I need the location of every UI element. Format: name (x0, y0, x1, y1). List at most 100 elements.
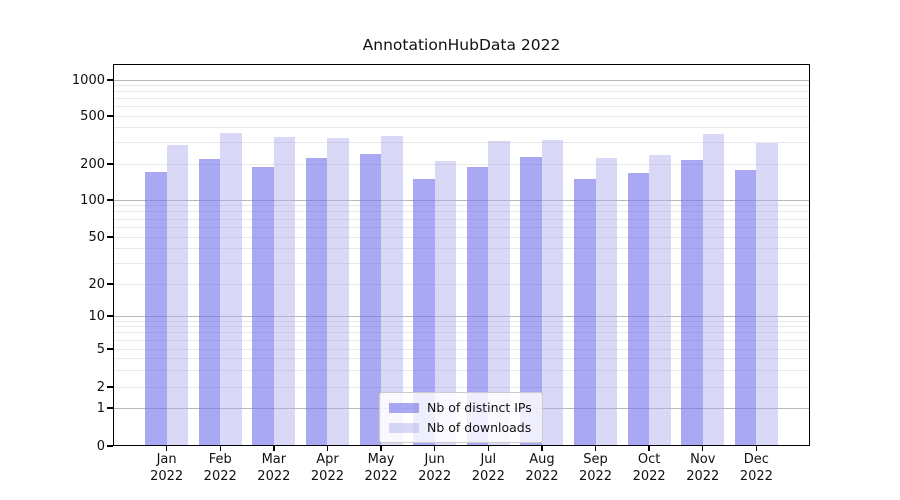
bar-distinct-ips-mar (252, 167, 274, 446)
bar-downloads-aug (541, 139, 564, 446)
x-axis-tick (648, 446, 650, 451)
minor-gridline (114, 98, 809, 100)
minor-gridline (114, 205, 809, 207)
minor-gridline (114, 115, 809, 117)
x-axis-tick (165, 446, 168, 451)
bar-downloads-jan (166, 145, 189, 446)
x-axis-tick (702, 446, 704, 451)
minor-gridline (114, 84, 809, 86)
y-axis-tick (107, 115, 113, 117)
year-label: 2022 (578, 468, 613, 484)
month-label: Oct (637, 452, 661, 467)
minor-gridline (114, 320, 809, 322)
y-axis-tick-label: 20 (88, 276, 105, 292)
x-axis-tick (541, 446, 543, 451)
minor-gridline (114, 339, 809, 341)
legend-swatch-downloads (389, 422, 419, 433)
bar-distinct-ips-jan (145, 171, 167, 446)
bar-distinct-ips-dec (734, 170, 757, 446)
month-label: Jun (424, 452, 445, 467)
chart-title: AnnotationHubData 2022 (362, 36, 561, 54)
bar-downloads-nov (702, 133, 725, 446)
year-label: 2022 (364, 468, 398, 484)
minor-gridline (114, 142, 809, 144)
y-axis-tick (107, 445, 113, 447)
bar-distinct-ips-jul (466, 167, 489, 446)
x-axis-tick-label: Mar 2022 (242, 452, 306, 486)
year-label: 2022 (203, 468, 237, 484)
bar-distinct-ips-nov (681, 159, 703, 446)
y-axis-tick (107, 315, 113, 317)
month-label: Nov (690, 452, 716, 467)
legend-swatch-distinct-ips (389, 402, 419, 413)
legend-entry-downloads: Nb of downloads (389, 420, 532, 435)
minor-gridline (114, 386, 809, 388)
month-label: Jan (156, 452, 177, 467)
minor-gridline (114, 283, 809, 285)
year-label: 2022 (310, 468, 344, 484)
x-axis-tick (326, 446, 329, 451)
legend-label-downloads: Nb of downloads (427, 420, 532, 435)
minor-gridline (114, 226, 809, 228)
year-label: 2022 (471, 468, 505, 484)
minor-gridline (114, 262, 809, 264)
y-axis-tick-label: 10 (88, 308, 105, 324)
y-axis-tick (107, 163, 113, 165)
year-label: 2022 (632, 468, 666, 484)
x-axis-tick-label: May 2022 (349, 452, 413, 486)
x-axis-tick (594, 446, 597, 451)
month-label: Jul (480, 452, 497, 467)
year-label: 2022 (150, 468, 184, 484)
x-axis-tick (219, 446, 221, 451)
month-label: Aug (529, 452, 555, 467)
minor-gridline (114, 211, 809, 213)
bar-downloads-feb (220, 132, 242, 446)
major-gridline (114, 199, 809, 201)
month-label: Mar (261, 452, 287, 467)
x-axis-tick-label: Apr 2022 (295, 452, 359, 486)
year-label: 2022 (739, 468, 773, 484)
x-axis-tick-label: Feb 2022 (188, 452, 252, 486)
bar-downloads-apr (327, 138, 349, 446)
y-axis-tick (107, 386, 113, 388)
minor-gridline (114, 163, 809, 165)
year-label: 2022 (418, 468, 452, 484)
y-axis-tick-label: 1000 (71, 72, 105, 88)
y-axis-tick-label: 200 (80, 156, 105, 172)
x-axis-tick (380, 446, 382, 451)
legend-label-distinct-ips: Nb of distinct IPs (427, 400, 532, 415)
year-label: 2022 (257, 468, 291, 484)
x-axis-tick-label: Nov 2022 (671, 452, 735, 486)
month-label: Dec (743, 452, 769, 467)
y-axis-tick (107, 407, 113, 409)
y-axis-tick-label: 2 (96, 379, 105, 395)
minor-gridline (114, 332, 809, 334)
x-axis-tick-label: Oct 2022 (617, 452, 681, 486)
month-label: Apr (316, 452, 339, 467)
month-label: May (367, 452, 395, 467)
minor-gridline (114, 127, 809, 129)
y-axis-tick (107, 199, 113, 201)
bar-distinct-ips-aug (520, 156, 542, 446)
bar-downloads-dec (756, 143, 778, 446)
major-gridline (114, 79, 809, 81)
y-axis-tick-label: 50 (88, 229, 105, 245)
x-axis-tick-label: Aug 2022 (510, 452, 574, 486)
x-axis-tick (755, 446, 758, 451)
major-gridline (114, 315, 809, 317)
bar-downloads-mar (273, 137, 296, 446)
bar-distinct-ips-feb (198, 159, 221, 446)
x-axis-tick (433, 446, 436, 451)
minor-gridline (114, 369, 809, 371)
y-axis-tick (107, 348, 113, 350)
bar-distinct-ips-oct (627, 173, 650, 446)
x-axis-tick-label: Jul 2022 (456, 452, 520, 486)
y-axis-tick-label: 5 (96, 341, 105, 357)
x-axis-tick-label: Dec 2022 (724, 452, 788, 486)
bar-downloads-may (381, 136, 403, 446)
bar-downloads-jun (434, 160, 457, 446)
y-axis-tick-label: 100 (80, 192, 105, 208)
minor-gridline (114, 348, 809, 350)
x-axis-tick-label: Sep 2022 (564, 452, 628, 486)
